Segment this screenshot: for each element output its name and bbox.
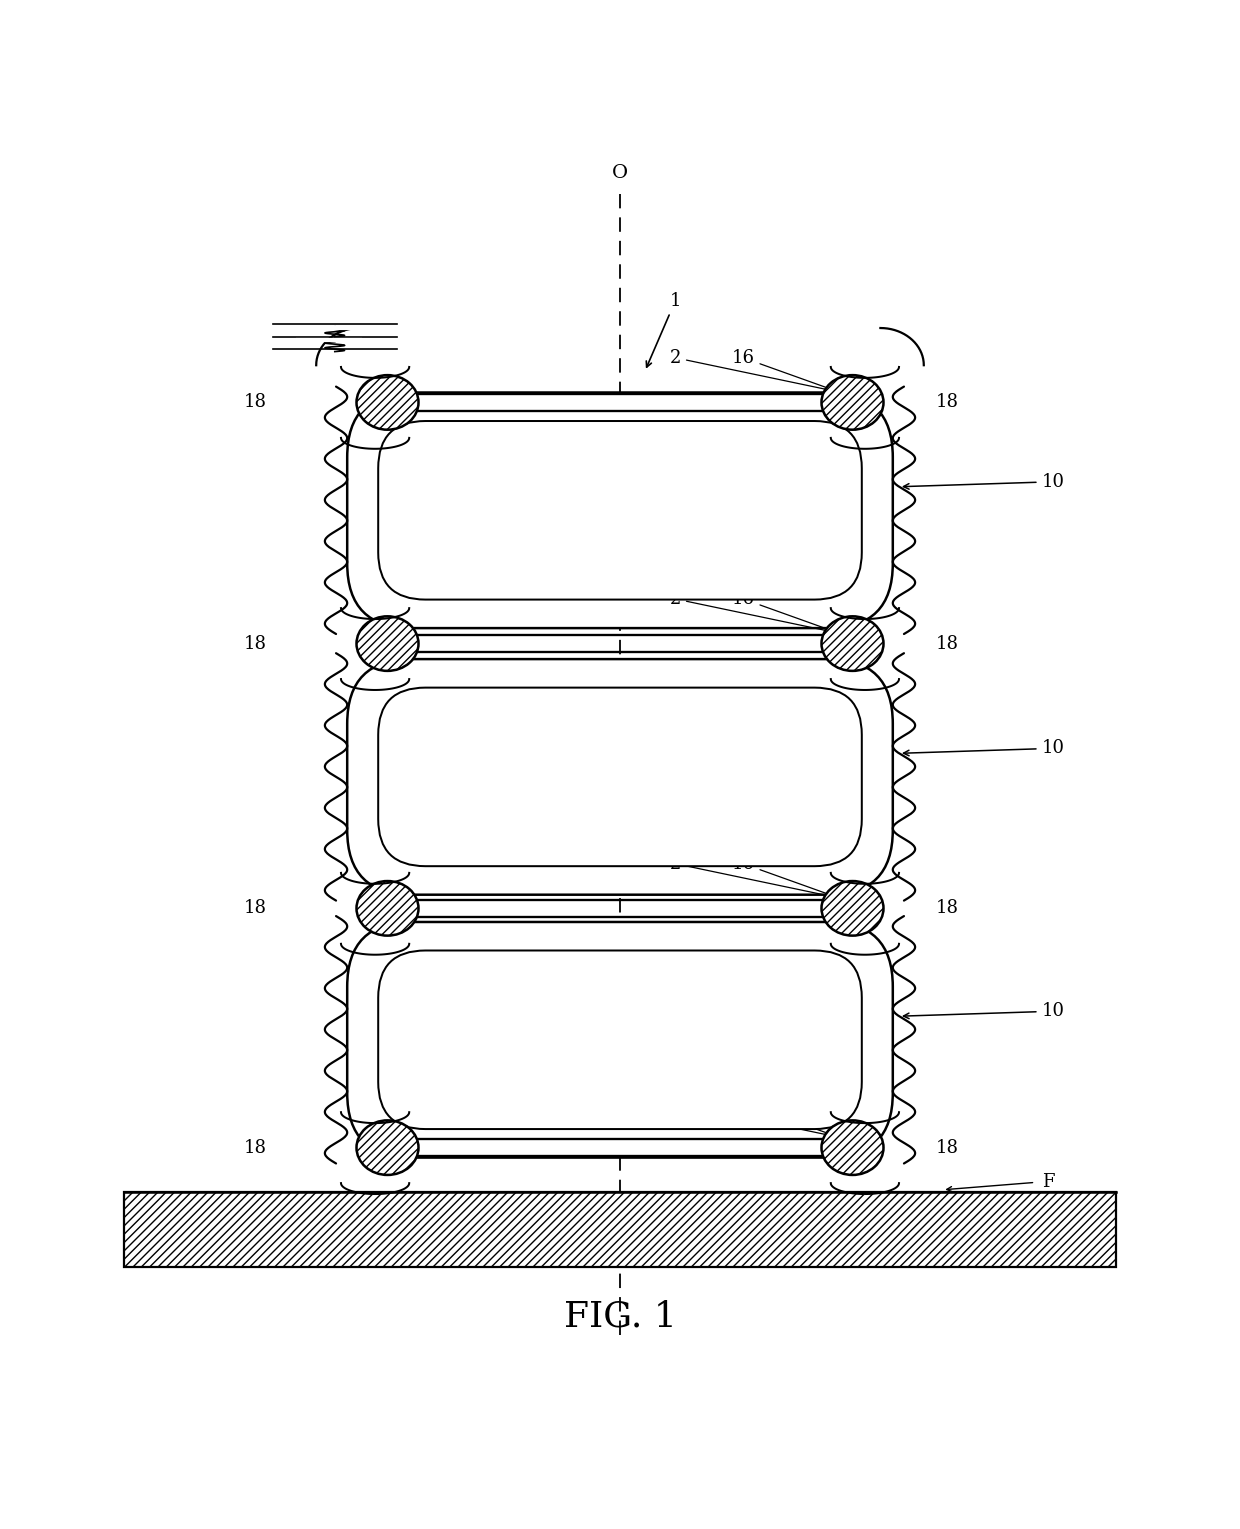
Text: 18: 18	[243, 899, 267, 917]
Text: 16: 16	[707, 1049, 730, 1067]
Ellipse shape	[821, 881, 883, 936]
FancyBboxPatch shape	[378, 420, 862, 599]
Ellipse shape	[821, 1121, 883, 1174]
FancyBboxPatch shape	[347, 659, 893, 894]
Text: 18: 18	[936, 393, 960, 411]
FancyBboxPatch shape	[347, 922, 893, 1157]
Ellipse shape	[821, 375, 883, 430]
Text: 10: 10	[904, 1001, 1065, 1020]
FancyBboxPatch shape	[378, 688, 862, 867]
Bar	[124, 1193, 1116, 1266]
Text: 2: 2	[670, 349, 846, 394]
FancyBboxPatch shape	[347, 393, 893, 628]
Ellipse shape	[357, 375, 419, 430]
Ellipse shape	[357, 1121, 419, 1174]
Text: 16: 16	[732, 590, 864, 642]
Bar	[124, 1193, 1116, 1266]
Text: 1: 1	[646, 292, 681, 367]
Text: 16: 16	[707, 520, 730, 538]
Text: 10: 10	[904, 740, 1065, 757]
Text: 18: 18	[243, 393, 267, 411]
Text: 16: 16	[732, 349, 864, 402]
Text: 18: 18	[936, 635, 960, 653]
Text: 10: 10	[904, 472, 1065, 491]
Text: 16: 16	[732, 855, 864, 908]
Ellipse shape	[357, 616, 419, 671]
Text: 2: 2	[670, 590, 846, 636]
Text: 18: 18	[936, 1139, 960, 1156]
Text: O: O	[611, 164, 629, 182]
Text: 18: 18	[936, 899, 960, 917]
Text: 18: 18	[243, 1139, 267, 1156]
Text: 16: 16	[707, 786, 730, 804]
Text: F: F	[1042, 1173, 1054, 1191]
Text: FIG. 1: FIG. 1	[563, 1300, 677, 1333]
FancyBboxPatch shape	[378, 951, 862, 1128]
Text: 16: 16	[732, 1093, 864, 1147]
Text: 2: 2	[670, 855, 846, 901]
Text: 18: 18	[243, 635, 267, 653]
Text: 2: 2	[670, 1093, 846, 1141]
Ellipse shape	[357, 881, 419, 936]
Ellipse shape	[821, 616, 883, 671]
